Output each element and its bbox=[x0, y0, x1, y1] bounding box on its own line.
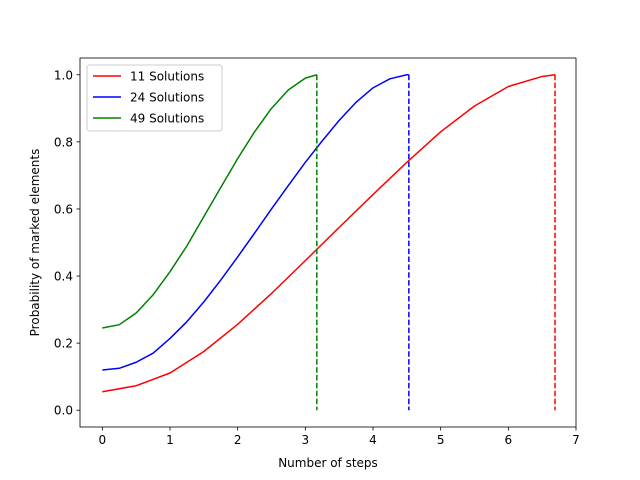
y-tick-label: 0.2 bbox=[54, 337, 73, 351]
legend: 11 Solutions 24 Solutions 49 Solutions bbox=[86, 64, 223, 132]
x-tick-label: 0 bbox=[99, 433, 107, 447]
legend-label: 11 Solutions bbox=[130, 70, 204, 84]
x-tick-label: 1 bbox=[166, 433, 174, 447]
x-tick-label: 6 bbox=[505, 433, 513, 447]
x-axis: 0 1 2 3 4 5 6 7 bbox=[99, 427, 580, 447]
x-tick-label: 7 bbox=[572, 433, 580, 447]
y-axis: 0.0 0.2 0.4 0.6 0.8 1.0 bbox=[54, 68, 80, 418]
y-tick-label: 0.6 bbox=[54, 202, 73, 216]
legend-label: 24 Solutions bbox=[130, 91, 204, 105]
plot-frame bbox=[79, 57, 577, 428]
x-tick-label: 5 bbox=[437, 433, 445, 447]
y-tick-label: 1.0 bbox=[54, 68, 73, 82]
y-axis-title: Probability of marked elements bbox=[28, 149, 42, 337]
plot-series bbox=[102, 74, 556, 411]
legend-box bbox=[86, 64, 223, 132]
x-tick-label: 4 bbox=[369, 433, 377, 447]
x-tick-label: 3 bbox=[302, 433, 310, 447]
x-axis-title: Number of steps bbox=[278, 456, 378, 470]
series-line-1 bbox=[102, 74, 409, 371]
legend-label: 49 Solutions bbox=[130, 112, 204, 126]
series-line-0 bbox=[102, 74, 556, 393]
series-line-2 bbox=[102, 74, 318, 329]
y-tick-label: 0.0 bbox=[54, 404, 73, 418]
y-tick-label: 0.4 bbox=[54, 270, 73, 284]
y-tick-label: 0.8 bbox=[54, 135, 73, 149]
x-tick-label: 2 bbox=[234, 433, 242, 447]
